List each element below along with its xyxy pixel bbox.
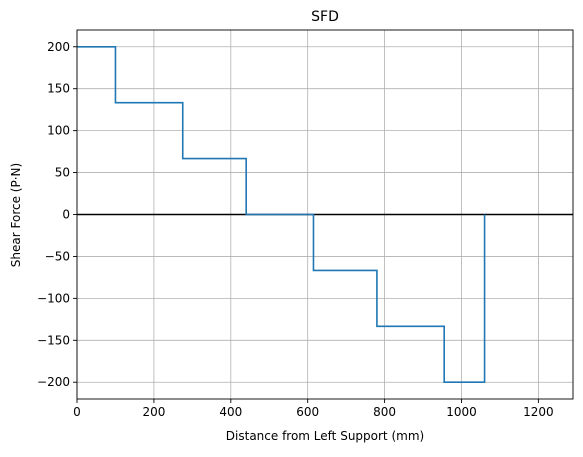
x-tick-label-5: 1000 [446,405,477,419]
y-tick-label-5: 50 [55,166,70,180]
x-tick-label-6: 1200 [523,405,554,419]
y-axis-label: Shear Force (P·N) [9,163,23,267]
x-tick-label-1: 200 [142,405,165,419]
y-tick-label-7: 150 [47,82,70,96]
x-axis-label: Distance from Left Support (mm) [226,429,424,443]
y-tick-label-4: 0 [62,208,70,222]
x-tick-label-3: 600 [296,405,319,419]
y-tick-label-8: 200 [47,40,70,54]
y-tick-label-1: −150 [37,333,70,347]
x-tick-label-0: 0 [73,405,81,419]
shear-force-series-line-0 [77,45,486,384]
x-tick-label-4: 800 [373,405,396,419]
y-tick-label-0: −200 [37,375,70,389]
y-tick-label-3: −50 [45,249,70,263]
y-tick-label-6: 100 [47,124,70,138]
x-tick-label-2: 400 [219,405,242,419]
y-tick-label-2: −100 [37,291,70,305]
chart-title: SFD [311,9,339,25]
